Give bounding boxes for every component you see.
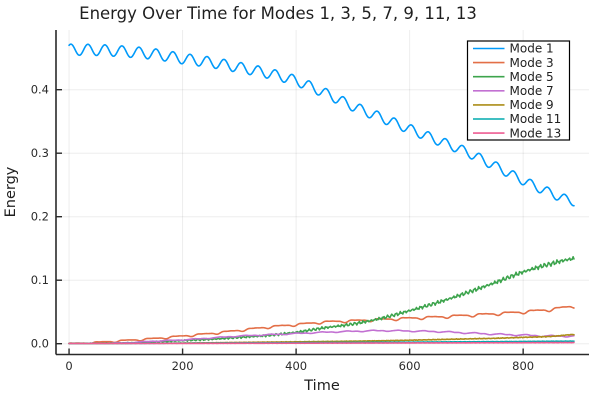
y-tick-label: 0.4: [31, 83, 49, 97]
tick-labels: 0 200 400 600 800 0.0 0.1 0.2 0.3 0.4: [31, 83, 534, 373]
y-tick-label: 0.3: [31, 146, 49, 160]
x-tick-label: 200: [172, 359, 194, 373]
legend-label: Mode 1: [510, 42, 554, 56]
y-axis-label: Energy: [3, 166, 19, 217]
x-axis-label: Time: [303, 378, 340, 394]
y-tick-label: 0.2: [31, 210, 49, 224]
series-lines: [68, 43, 575, 345]
chart-title: Energy Over Time for Modes 1, 3, 5, 7, 9…: [79, 4, 477, 23]
legend-label: Mode 9: [510, 98, 554, 112]
series-line-mode-1: [68, 43, 575, 207]
x-tick-label: 600: [399, 359, 421, 373]
series-line-mode-13: [68, 341, 575, 345]
x-tick-label: 0: [65, 359, 72, 373]
x-tick-label: 800: [512, 359, 534, 373]
legend-label: Mode 3: [510, 56, 554, 70]
legend-label: Mode 11: [510, 112, 562, 126]
y-tick-label: 0.1: [31, 273, 49, 287]
legend-label: Mode 7: [510, 84, 554, 98]
legend-label: Mode 5: [510, 70, 554, 84]
series-line-mode-3: [68, 305, 575, 345]
legend-label: Mode 13: [510, 126, 562, 140]
series-line-mode-7: [68, 329, 575, 345]
x-tick-label: 400: [285, 359, 307, 373]
axes: [55, 30, 589, 356]
y-tick-label: 0.0: [31, 337, 49, 351]
series-line-mode-5: [68, 255, 575, 345]
